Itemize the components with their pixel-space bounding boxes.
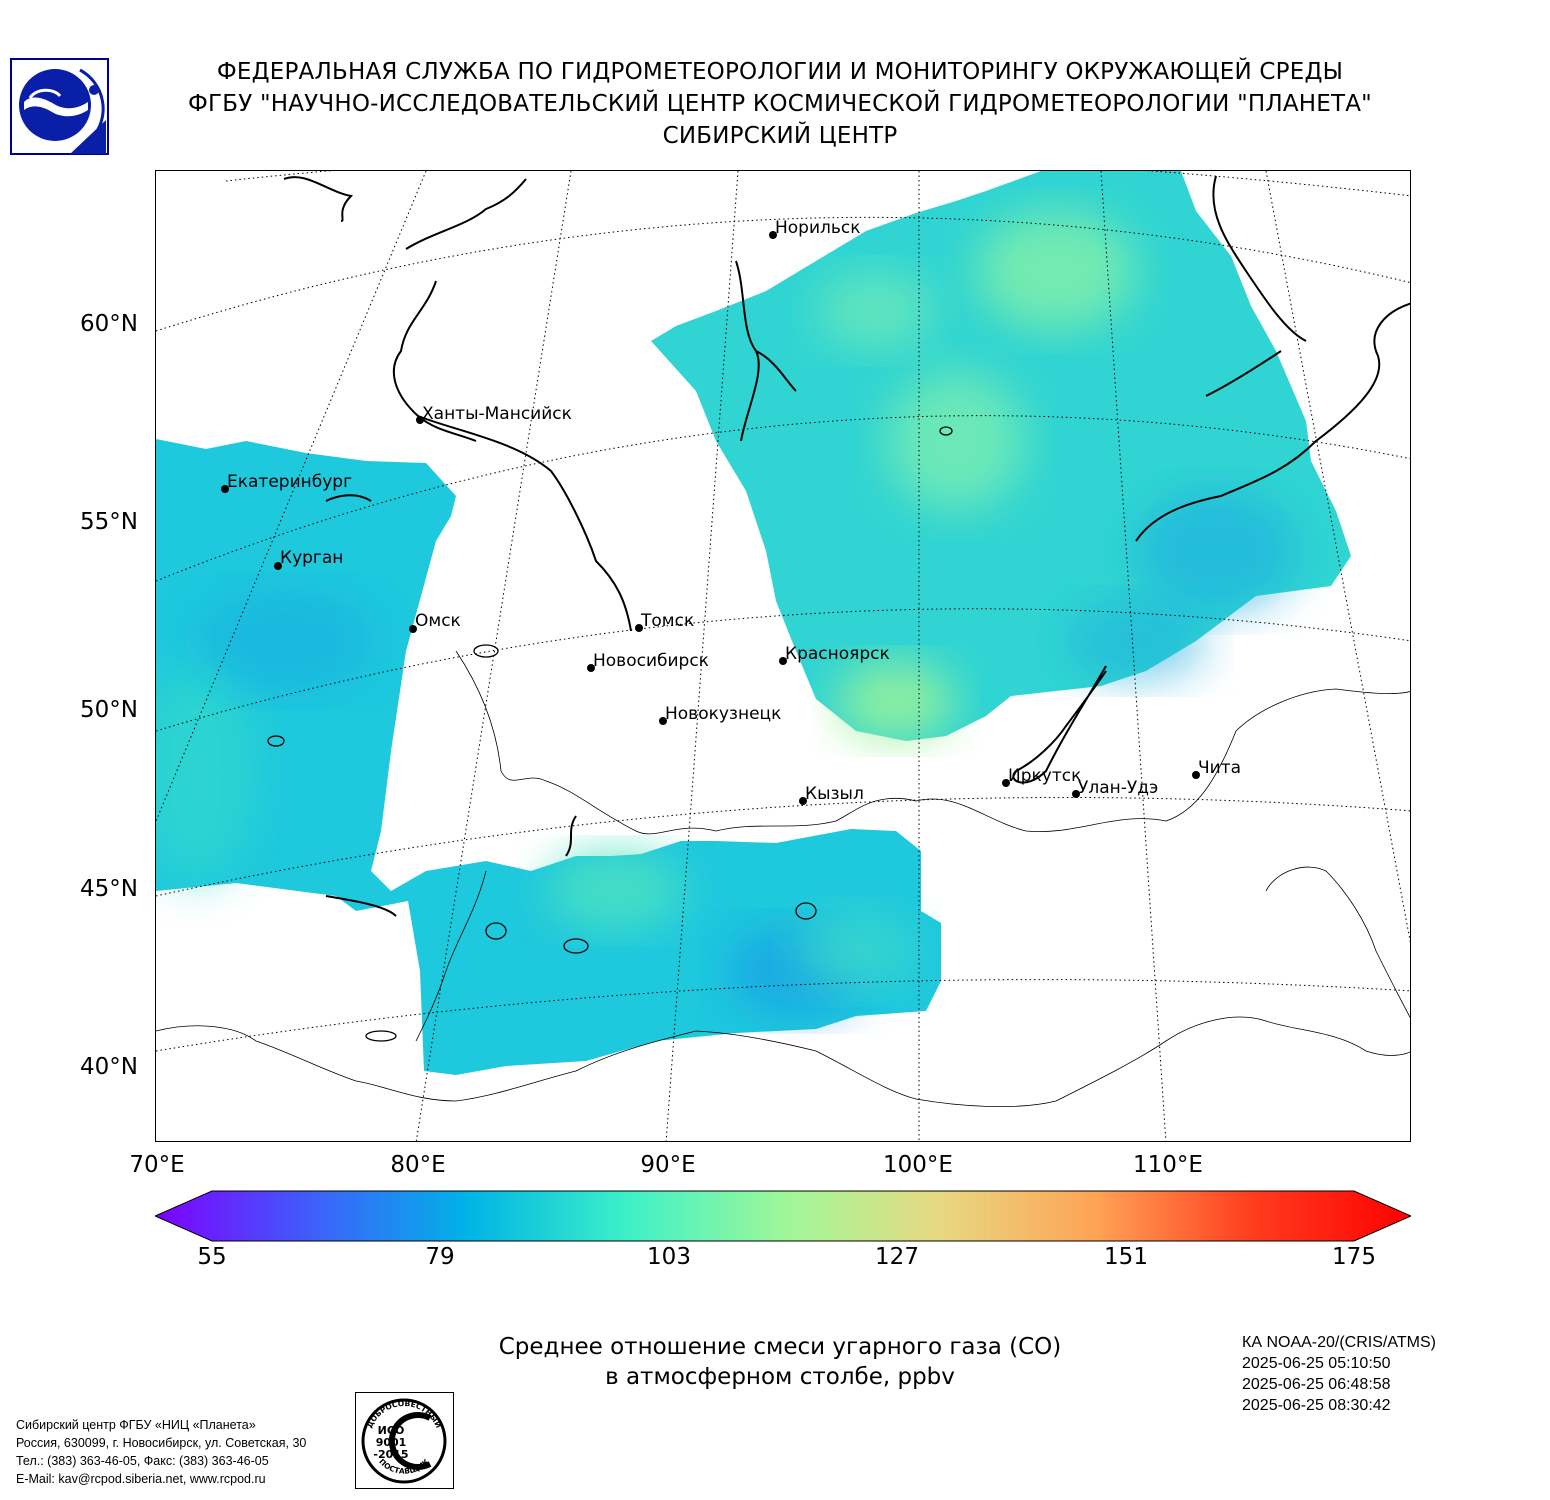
- lat-label-45: 45°N: [80, 876, 138, 902]
- city-dot-kyzyl: [799, 797, 807, 805]
- iso-center-line-1: ИСО: [378, 1424, 405, 1437]
- city-dot-tomsk: [635, 624, 643, 632]
- map-canvas: [156, 171, 1410, 1141]
- satellite-time-2: 2025-06-25 06:48:58: [1242, 1376, 1391, 1393]
- city-dot-ekaterinburg: [221, 485, 229, 493]
- country-borders: [156, 650, 1410, 1108]
- city-dot-ulan-ude: [1072, 790, 1080, 798]
- planeta-logo: [10, 58, 110, 156]
- colorbar-tick-55: 55: [197, 1244, 227, 1270]
- city-dot-kurgan: [274, 562, 282, 570]
- satellite-name: КА NOAA-20/(CRIS/ATMS): [1242, 1334, 1436, 1351]
- colorbar: [153, 1190, 1413, 1242]
- lat-label-40: 40°N: [80, 1054, 138, 1080]
- colorbar-tick-175: 175: [1332, 1244, 1376, 1270]
- footer-contact: Сибирский центр ФГБУ «НИЦ «Планета» Росс…: [16, 1416, 306, 1488]
- colorbar-tick-79: 79: [425, 1244, 455, 1270]
- map-frame: [155, 170, 1411, 1142]
- city-dot-novosibirsk: [587, 664, 595, 672]
- city-label-kyzyl: Кызыл: [805, 784, 864, 804]
- longitude-lines: [156, 171, 1410, 1141]
- city-dot-omsk: [409, 625, 417, 633]
- iso-center-line-2: 9001: [376, 1436, 407, 1449]
- latitude-lines: [156, 171, 1410, 1052]
- city-label-kurgan: Курган: [280, 548, 344, 568]
- city-label-novokuznetsk: Новокузнецк: [665, 704, 782, 724]
- city-dot-krasnoyarsk: [779, 657, 787, 665]
- city-dot-norilsk: [769, 231, 777, 239]
- header-line-3: СИБИРСКИЙ ЦЕНТР: [662, 123, 898, 149]
- caption-line-2: в атмосферном столбе, ppbv: [605, 1364, 955, 1390]
- satellite-time-3: 2025-06-25 08:30:42: [1242, 1397, 1391, 1414]
- lon-label-100: 100°E: [883, 1152, 953, 1178]
- satellite-info: КА NOAA-20/(CRIS/ATMS) 2025-06-25 05:10:…: [1242, 1332, 1436, 1416]
- footer-line-4: E-Mail: kav@rcpod.siberia.net, www.rcpod…: [16, 1472, 266, 1486]
- lakes: [267, 426, 953, 1042]
- colorbar-tick-151: 151: [1104, 1244, 1148, 1270]
- iso-center-line-3: -2015: [373, 1448, 408, 1461]
- lon-label-110: 110°E: [1133, 1152, 1203, 1178]
- co-swath-west: [156, 439, 941, 1075]
- lon-label-80: 80°E: [390, 1152, 446, 1178]
- lat-label-60: 60°N: [80, 311, 138, 337]
- city-label-krasnoyarsk: Красноярск: [785, 644, 890, 664]
- city-dot-chita: [1192, 771, 1200, 779]
- city-dot-khanty-mansiysk: [416, 416, 424, 424]
- caption-line-1: Среднее отношение смеси угарного газа (C…: [498, 1334, 1062, 1360]
- footer-line-2: Россия, 630099, г. Новосибирск, ул. Сове…: [16, 1436, 307, 1450]
- lat-label-50: 50°N: [80, 697, 138, 723]
- map-caption: Среднее отношение смеси угарного газа (C…: [380, 1332, 1180, 1392]
- footer-line-3: Тел.: (383) 363-46-05, Факс: (383) 363-4…: [16, 1454, 269, 1468]
- co-swath-east: [651, 171, 1351, 741]
- city-label-chita: Чита: [1198, 758, 1242, 778]
- rivers-coastlines: [283, 175, 1410, 917]
- city-label-tomsk: Томск: [641, 611, 695, 631]
- iso-badge: ДОБРОСОВЕСТНЫЙ ПОСТАВЩИК ИСО 9001 -2015: [355, 1392, 454, 1489]
- city-label-ulan-ude: Улан-Удэ: [1078, 778, 1159, 798]
- city-label-ekaterinburg: Екатеринбург: [227, 472, 353, 492]
- satellite-time-1: 2025-06-25 05:10:50: [1242, 1355, 1391, 1372]
- city-label-norilsk: Норильск: [775, 218, 861, 238]
- colorbar-tick-103: 103: [647, 1244, 691, 1270]
- city-label-omsk: Омск: [415, 611, 461, 631]
- lat-label-55: 55°N: [80, 509, 138, 535]
- city-dot-novokuznetsk: [659, 717, 667, 725]
- colorbar-tick-127: 127: [875, 1244, 919, 1270]
- city-dot-irkutsk: [1002, 779, 1010, 787]
- city-label-irkutsk: Иркутск: [1008, 766, 1082, 786]
- header-line-2: ФГБУ "НАУЧНО-ИССЛЕДОВАТЕЛЬСКИЙ ЦЕНТР КОС…: [188, 91, 1372, 117]
- city-label-novosibirsk: Новосибирск: [593, 651, 709, 671]
- header-title: ФЕДЕРАЛЬНАЯ СЛУЖБА ПО ГИДРОМЕТЕОРОЛОГИИ …: [130, 56, 1430, 152]
- lon-label-90: 90°E: [640, 1152, 696, 1178]
- lon-label-70: 70°E: [129, 1152, 185, 1178]
- header-line-1: ФЕДЕРАЛЬНАЯ СЛУЖБА ПО ГИДРОМЕТЕОРОЛОГИИ …: [216, 59, 1344, 85]
- footer-line-1: Сибирский центр ФГБУ «НИЦ «Планета»: [16, 1418, 256, 1432]
- city-label-khanty-mansiysk: Ханты-Мансийск: [422, 404, 572, 424]
